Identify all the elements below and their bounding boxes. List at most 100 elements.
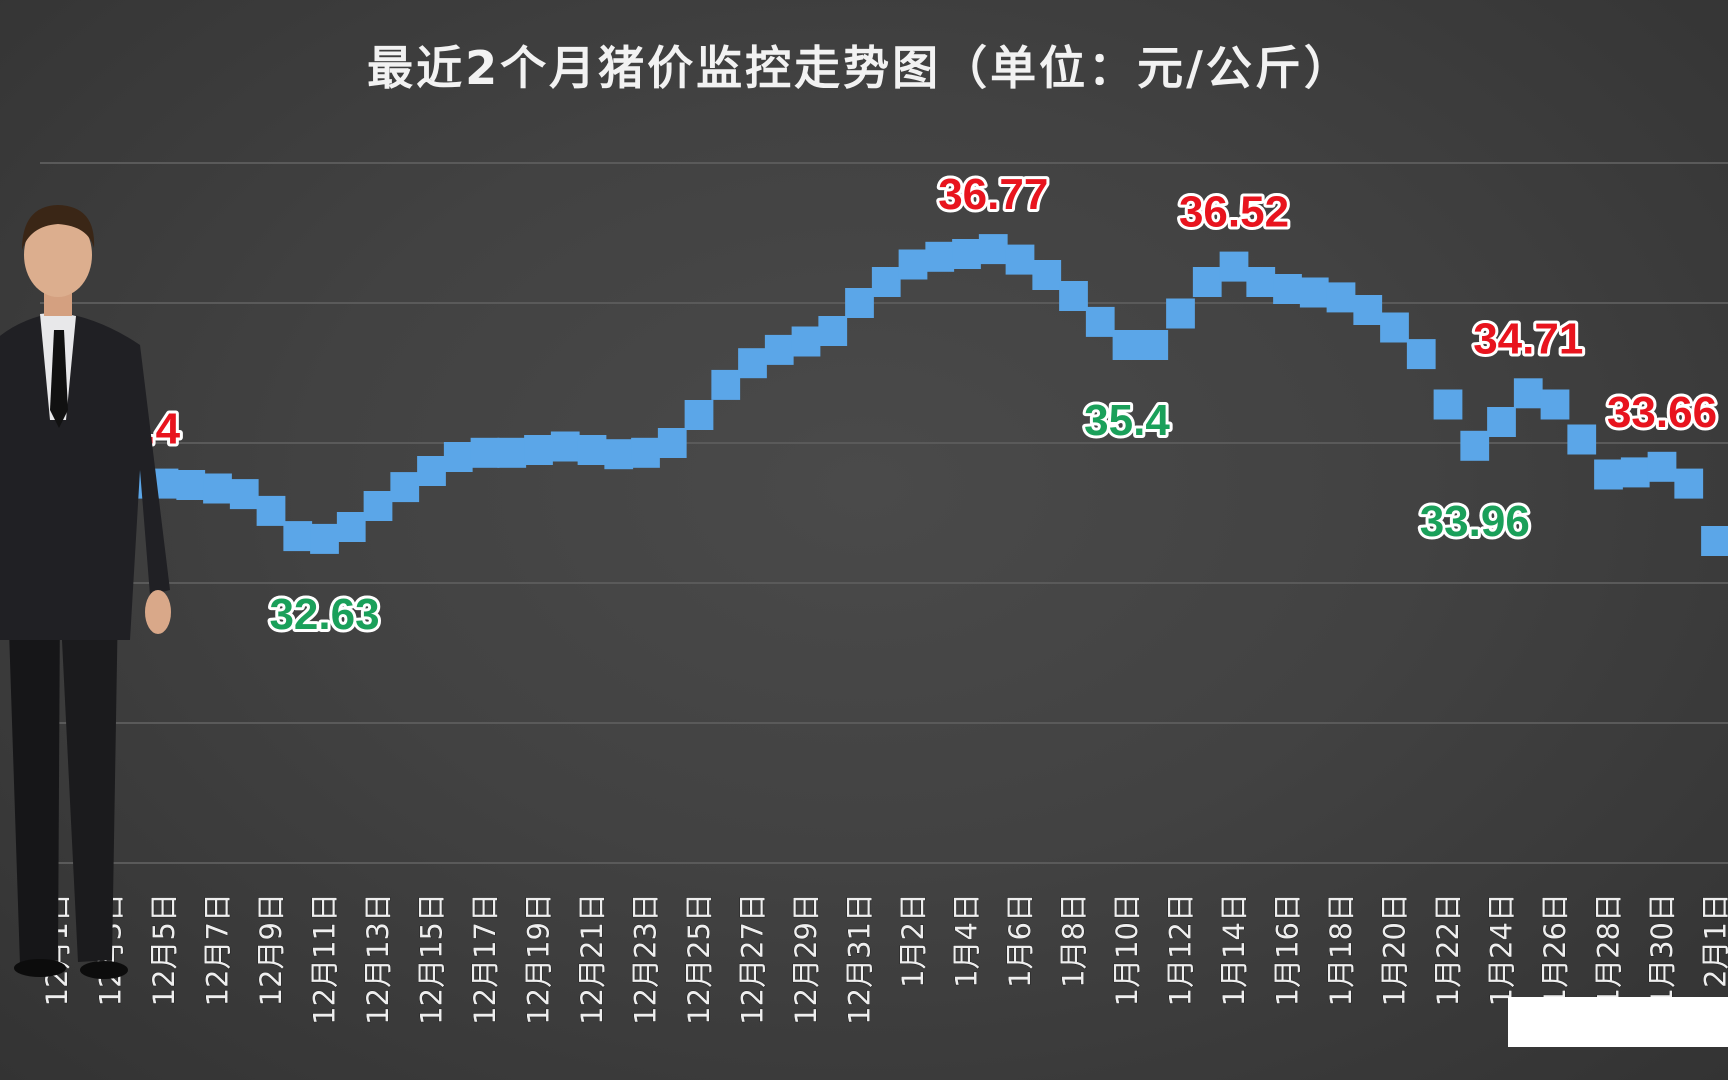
- series-point: [1139, 330, 1169, 360]
- x-tick-label: 1月20日: [1378, 893, 1412, 1006]
- series-point: [470, 437, 500, 468]
- series-point: [1513, 378, 1543, 409]
- series-point: [791, 326, 821, 357]
- series-point: [283, 521, 313, 552]
- overlay-box: [1508, 997, 1728, 1047]
- series-point: [1032, 260, 1062, 290]
- series-point: [657, 428, 687, 458]
- x-tick-label: 1月10日: [1110, 893, 1144, 1006]
- x-axis-ticks: 12月1日12月3日12月5日12月7日12月9日12月11日12月13日12月…: [40, 893, 1728, 1026]
- gridlines: [40, 162, 1728, 864]
- x-tick-label: 1月12日: [1164, 893, 1198, 1006]
- x-tick-label: 1月2日: [896, 893, 930, 988]
- x-tick-label: 12月23日: [629, 893, 663, 1025]
- series-point: [1487, 407, 1516, 437]
- x-tick-label: 12月21日: [575, 893, 609, 1025]
- series-point: [417, 456, 446, 486]
- x-tick-label: 1月30日: [1645, 893, 1679, 1006]
- high-price-label: 36.52: [1179, 188, 1289, 237]
- high-price-label: 36.77: [938, 170, 1048, 219]
- chart-title: 最近2个月猪价监控走势图（单位：元/公斤）: [367, 41, 1353, 95]
- series-point: [203, 473, 232, 504]
- presenter-figure: [0, 205, 171, 979]
- series-point: [1594, 459, 1623, 490]
- x-tick-label: 1月26日: [1538, 893, 1572, 1006]
- series-point: [925, 241, 955, 272]
- x-tick-label: 12月27日: [736, 893, 770, 1025]
- series-point: [711, 369, 741, 400]
- x-tick-label: 12月13日: [361, 893, 395, 1025]
- x-tick-label: 12月7日: [201, 893, 235, 1006]
- series-point: [1166, 298, 1195, 329]
- series-point: [1192, 267, 1222, 297]
- x-tick-label: 1月6日: [1003, 893, 1037, 988]
- x-tick-label: 1月24日: [1485, 893, 1519, 1006]
- series-point: [1353, 295, 1383, 325]
- series-point: [898, 249, 928, 280]
- x-tick-label: 1月16日: [1271, 893, 1305, 1006]
- series-point: [390, 472, 420, 503]
- x-tick-label: 12月9日: [254, 893, 288, 1006]
- series-point: [1085, 306, 1115, 337]
- series-point: [1005, 244, 1035, 275]
- x-tick-label: 12月29日: [789, 893, 823, 1025]
- series-point: [256, 495, 286, 526]
- x-tick-label: 1月28日: [1592, 893, 1626, 1006]
- x-tick-label: 1月22日: [1431, 893, 1465, 1006]
- series-point: [310, 523, 339, 554]
- series-point: [1540, 389, 1570, 420]
- series-point: [738, 348, 767, 379]
- series-point: [1674, 468, 1704, 499]
- x-tick-label: 1月18日: [1324, 893, 1358, 1006]
- x-tick-label: 12月19日: [522, 893, 556, 1025]
- x-tick-label: 12月5日: [147, 893, 181, 1006]
- series-point: [1460, 430, 1490, 461]
- series-point: [1433, 389, 1463, 420]
- series-point: [952, 239, 981, 269]
- series-point: [818, 316, 848, 346]
- series-point: [631, 437, 660, 468]
- series-point: [871, 267, 901, 297]
- x-tick-label: 1月8日: [1057, 893, 1091, 988]
- x-tick-label: 1月14日: [1217, 893, 1251, 1006]
- series-point: [1059, 281, 1088, 311]
- series-point: [684, 400, 714, 430]
- low-price-label: 35.4: [1084, 396, 1170, 445]
- series-point: [1246, 267, 1276, 297]
- x-tick-label: 12月25日: [682, 893, 716, 1025]
- series-point: [1647, 451, 1677, 482]
- high-price-label: 34.71: [1473, 314, 1583, 363]
- series-point: [1567, 424, 1597, 455]
- series-point: [1701, 526, 1728, 556]
- low-price-label: 33.96: [1420, 497, 1530, 546]
- x-tick-label: 12月17日: [468, 893, 502, 1025]
- x-tick-label: 12月11日: [308, 893, 342, 1025]
- series-point: [978, 234, 1008, 265]
- series-point: [1620, 457, 1650, 488]
- series-point: [443, 442, 473, 472]
- series-point: [524, 435, 553, 465]
- series-point: [1380, 312, 1409, 343]
- series-point: [577, 435, 607, 465]
- x-tick-label: 2月1日: [1699, 893, 1728, 988]
- x-tick-label: 12月31日: [843, 893, 877, 1025]
- series-point: [1112, 330, 1142, 360]
- series-point: [1406, 339, 1436, 370]
- x-tick-label: 1月4日: [950, 893, 984, 988]
- series-point: [363, 491, 393, 521]
- series-point: [845, 288, 874, 318]
- series-point: [764, 334, 794, 365]
- series-point: [229, 479, 259, 510]
- series-point: [497, 437, 527, 468]
- x-tick-label: 12月15日: [415, 893, 449, 1025]
- series-point: [550, 431, 580, 462]
- series-point: [604, 439, 634, 470]
- series-point: [1326, 282, 1356, 313]
- series-point: [176, 470, 206, 500]
- series-point: [1299, 277, 1329, 308]
- series-point: [336, 512, 366, 542]
- low-price-label: 32.63: [269, 590, 379, 639]
